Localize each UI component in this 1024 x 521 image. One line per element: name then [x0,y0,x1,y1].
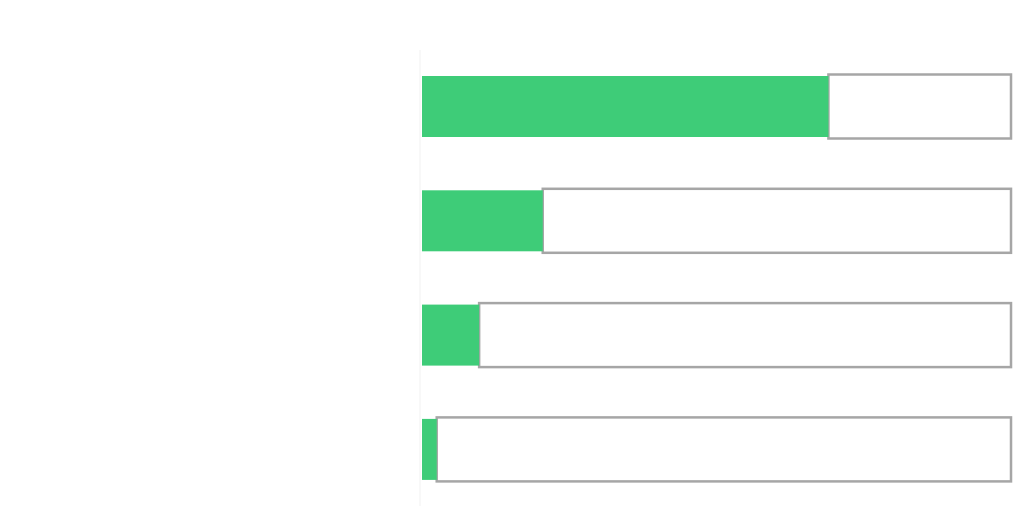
bar [422,418,437,480]
bar-remainder [827,73,1013,140]
bar [422,76,829,137]
bar-remainder [435,416,1013,483]
bar [422,190,543,252]
bar [422,304,480,366]
bar-remainder [477,301,1013,369]
bar-remainder [541,187,1013,255]
